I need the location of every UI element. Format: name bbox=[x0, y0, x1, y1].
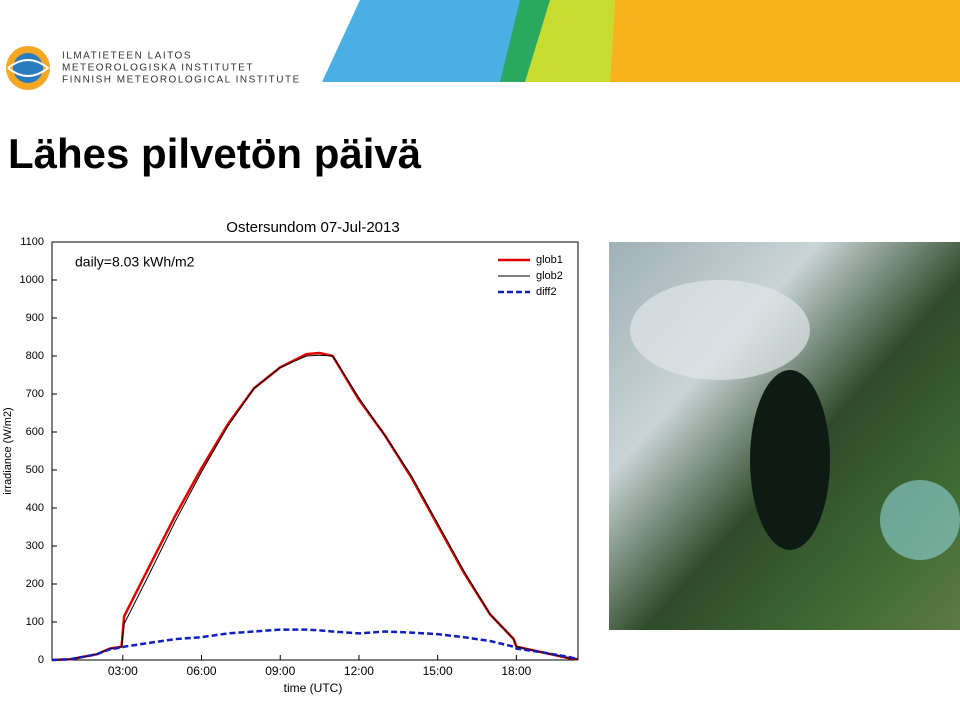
y-axis-label: irradiance (W/m2) bbox=[2, 407, 14, 494]
header-bands bbox=[322, 0, 960, 82]
legend-label: glob2 bbox=[536, 270, 563, 282]
legend-label: diff2 bbox=[536, 286, 557, 298]
x-tick-label: 15:00 bbox=[423, 664, 453, 678]
series-line bbox=[51, 351, 579, 662]
y-tick-label: 700 bbox=[26, 388, 44, 400]
logo bbox=[6, 46, 50, 90]
logo-text: ILMATIETEEN LAITOS bbox=[62, 51, 192, 62]
x-tick-label: 03:00 bbox=[108, 664, 138, 678]
x-tick-label: 18:00 bbox=[501, 664, 531, 678]
plot-frame bbox=[51, 241, 579, 661]
legend-label: glob1 bbox=[536, 254, 563, 266]
satellite-image bbox=[609, 242, 960, 630]
y-tick-label: 100 bbox=[26, 616, 44, 628]
y-tick-label: 800 bbox=[26, 350, 44, 362]
y-tick-label: 0 bbox=[38, 654, 44, 666]
x-tick-label: 09:00 bbox=[265, 664, 295, 678]
y-tick-label: 200 bbox=[26, 578, 44, 590]
series-line bbox=[51, 354, 579, 661]
y-tick-label: 500 bbox=[26, 464, 44, 476]
y-tick-label: 900 bbox=[26, 312, 44, 324]
series-line bbox=[51, 628, 579, 662]
x-tick-label: 12:00 bbox=[344, 664, 374, 678]
y-tick-label: 400 bbox=[26, 502, 44, 514]
y-tick-label: 300 bbox=[26, 540, 44, 552]
x-tick-label: 06:00 bbox=[187, 664, 217, 678]
y-tick-label: 1100 bbox=[20, 236, 44, 248]
logo-text: FINNISH METEOROLOGICAL INSTITUTE bbox=[62, 75, 301, 86]
y-tick-label: 600 bbox=[26, 426, 44, 438]
x-axis-label: time (UTC) bbox=[284, 681, 343, 695]
slide-title: Lähes pilvetön päivä bbox=[8, 130, 422, 177]
logo-text: METEOROLOGISKA INSTITUTET bbox=[62, 63, 254, 74]
chart-title: Ostersundom 07-Jul-2013 bbox=[226, 219, 399, 236]
y-tick-label: 1000 bbox=[20, 274, 44, 286]
annotation: daily=8.03 kWh/m2 bbox=[75, 254, 195, 270]
